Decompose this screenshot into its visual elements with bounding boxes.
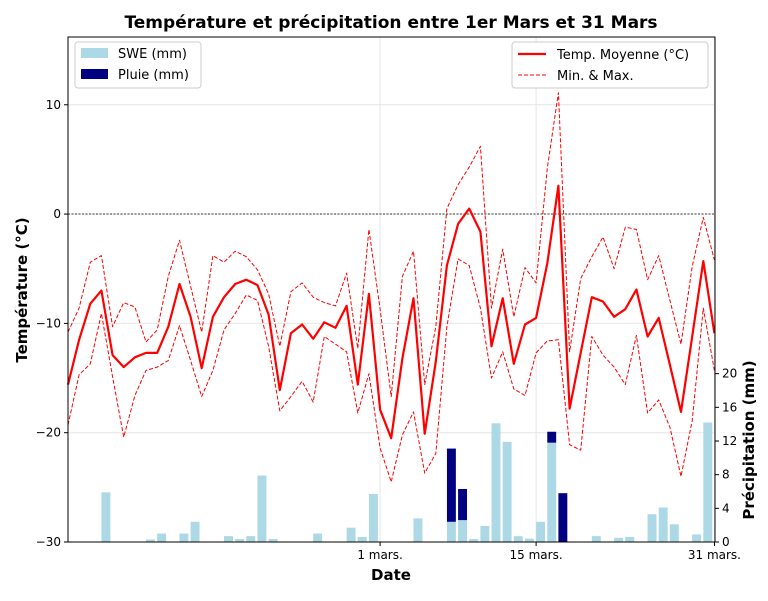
swe-bar (446, 521, 456, 542)
swe-bar (692, 534, 702, 542)
swe-bar (513, 536, 523, 542)
swe-bar (458, 520, 468, 542)
rain-bar (547, 431, 557, 443)
swe-bar (547, 442, 557, 542)
y-right-tick-label: 0 (722, 535, 730, 549)
temp-mean-line (66, 184, 716, 440)
swe-bar (502, 441, 512, 542)
swe-bar (658, 507, 668, 542)
swe-bar (357, 536, 367, 542)
swe-bar (491, 423, 501, 542)
swe-bar (625, 536, 635, 542)
swe-bar (669, 524, 679, 542)
y-right-tick-label: 16 (722, 400, 737, 414)
rain-bar (558, 493, 568, 542)
y-axis-label: Température (°C) (13, 217, 31, 362)
legend-swe-label: SWE (mm) (118, 47, 187, 62)
swe-bar (647, 514, 657, 542)
y-tick-label: 0 (53, 207, 61, 221)
swe-bar (146, 539, 155, 542)
x-tick-label: 15 mars. (510, 548, 563, 562)
swe-bar (480, 526, 490, 542)
chart-title: Température et précipitation entre 1er M… (124, 13, 657, 33)
swe-bar (614, 537, 624, 542)
temp-max-line (67, 92, 715, 398)
precip-bars (101, 422, 713, 542)
y-right-tick-label: 20 (722, 367, 737, 381)
x-tick-label: 31 mars. (688, 548, 741, 562)
y-tick-label: −30 (36, 535, 61, 549)
rain-bar (446, 448, 456, 522)
swe-bar (190, 521, 200, 542)
y-right-tick-label: 12 (722, 434, 737, 448)
y-tick-label: −20 (36, 426, 61, 440)
legend-rain-label: Pluie (mm) (118, 68, 189, 83)
rain-bar (458, 488, 468, 521)
plot-frame (67, 36, 716, 543)
swe-bar (246, 536, 256, 542)
legend-right: Temp. Moyenne (°C) Min. & Max. (511, 41, 709, 89)
swe-bar (268, 539, 278, 542)
legend-rain-swatch (81, 69, 108, 79)
temp-min-line (67, 258, 715, 483)
y-axis-right-label: Précipitation (mm) (740, 360, 758, 519)
swe-bar (313, 533, 323, 542)
swe-bar (224, 536, 233, 542)
swe-bar (346, 527, 356, 542)
y-right-tick-label: 4 (722, 501, 730, 515)
legend-swe-swatch (81, 48, 108, 58)
y-tick-label: −10 (36, 316, 61, 330)
swe-bar (101, 492, 111, 542)
legend-left: SWE (mm) Pluie (mm) (74, 41, 202, 89)
swe-bar (368, 494, 378, 542)
swe-bar (536, 521, 546, 542)
swe-bar (524, 538, 534, 542)
swe-bar (469, 539, 479, 542)
legend-mean-label: Temp. Moyenne (°C) (556, 48, 689, 63)
swe-bar (235, 539, 245, 542)
y-right-tick-label: 8 (722, 468, 730, 482)
swe-bar (157, 533, 167, 542)
swe-bar (703, 422, 713, 542)
swe-bar (591, 536, 601, 542)
y-tick-label: 10 (46, 98, 61, 112)
grid (68, 37, 715, 543)
x-axis-label: Date (371, 566, 411, 584)
swe-bar (257, 475, 267, 542)
swe-bar (179, 533, 189, 542)
temperature-lines (66, 92, 716, 483)
swe-bar (413, 518, 423, 542)
x-tick-label: 1 mars. (357, 548, 403, 562)
legend-minmax-label: Min. & Max. (557, 69, 634, 84)
